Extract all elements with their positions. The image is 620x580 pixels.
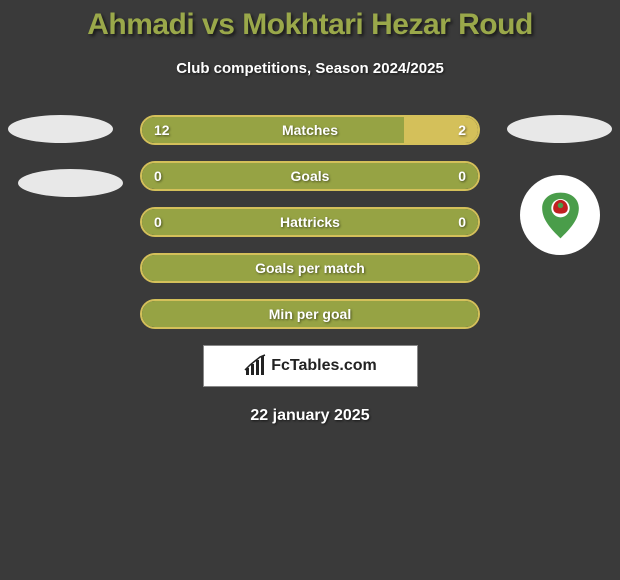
- stat-bar-row: Goals per match: [140, 253, 480, 283]
- brand-chart-icon: [243, 354, 267, 378]
- bar-label: Hattricks: [142, 209, 478, 235]
- bar-label: Goals per match: [142, 255, 478, 281]
- bar-value-right: 0: [458, 209, 466, 235]
- card-subtitle: Club competitions, Season 2024/2025: [0, 60, 620, 77]
- stats-area: 12Matches20Goals00Hattricks0Goals per ma…: [0, 115, 620, 329]
- stat-bar-row: 0Goals0: [140, 161, 480, 191]
- club-logo-icon: [533, 188, 588, 243]
- stat-bar-row: 0Hattricks0: [140, 207, 480, 237]
- bar-label: Matches: [142, 117, 478, 143]
- stat-bar-row: Min per goal: [140, 299, 480, 329]
- bar-label: Min per goal: [142, 301, 478, 327]
- brand-box: FcTables.com: [203, 345, 418, 387]
- bar-label: Goals: [142, 163, 478, 189]
- date-line: 22 january 2025: [0, 407, 620, 425]
- stat-bars: 12Matches20Goals00Hattricks0Goals per ma…: [140, 115, 480, 329]
- player-right-avatar: [507, 115, 612, 143]
- brand-text: FcTables.com: [271, 357, 377, 375]
- bar-value-right: 2: [458, 117, 466, 143]
- player-left-avatar-1: [8, 115, 113, 143]
- bar-value-right: 0: [458, 163, 466, 189]
- comparison-card: Ahmadi vs Mokhtari Hezar Roud Club compe…: [0, 0, 620, 580]
- stat-bar-row: 12Matches2: [140, 115, 480, 145]
- player-left-avatar-2: [18, 169, 123, 197]
- card-title: Ahmadi vs Mokhtari Hezar Roud: [0, 0, 620, 42]
- club-badge-right: [520, 175, 600, 255]
